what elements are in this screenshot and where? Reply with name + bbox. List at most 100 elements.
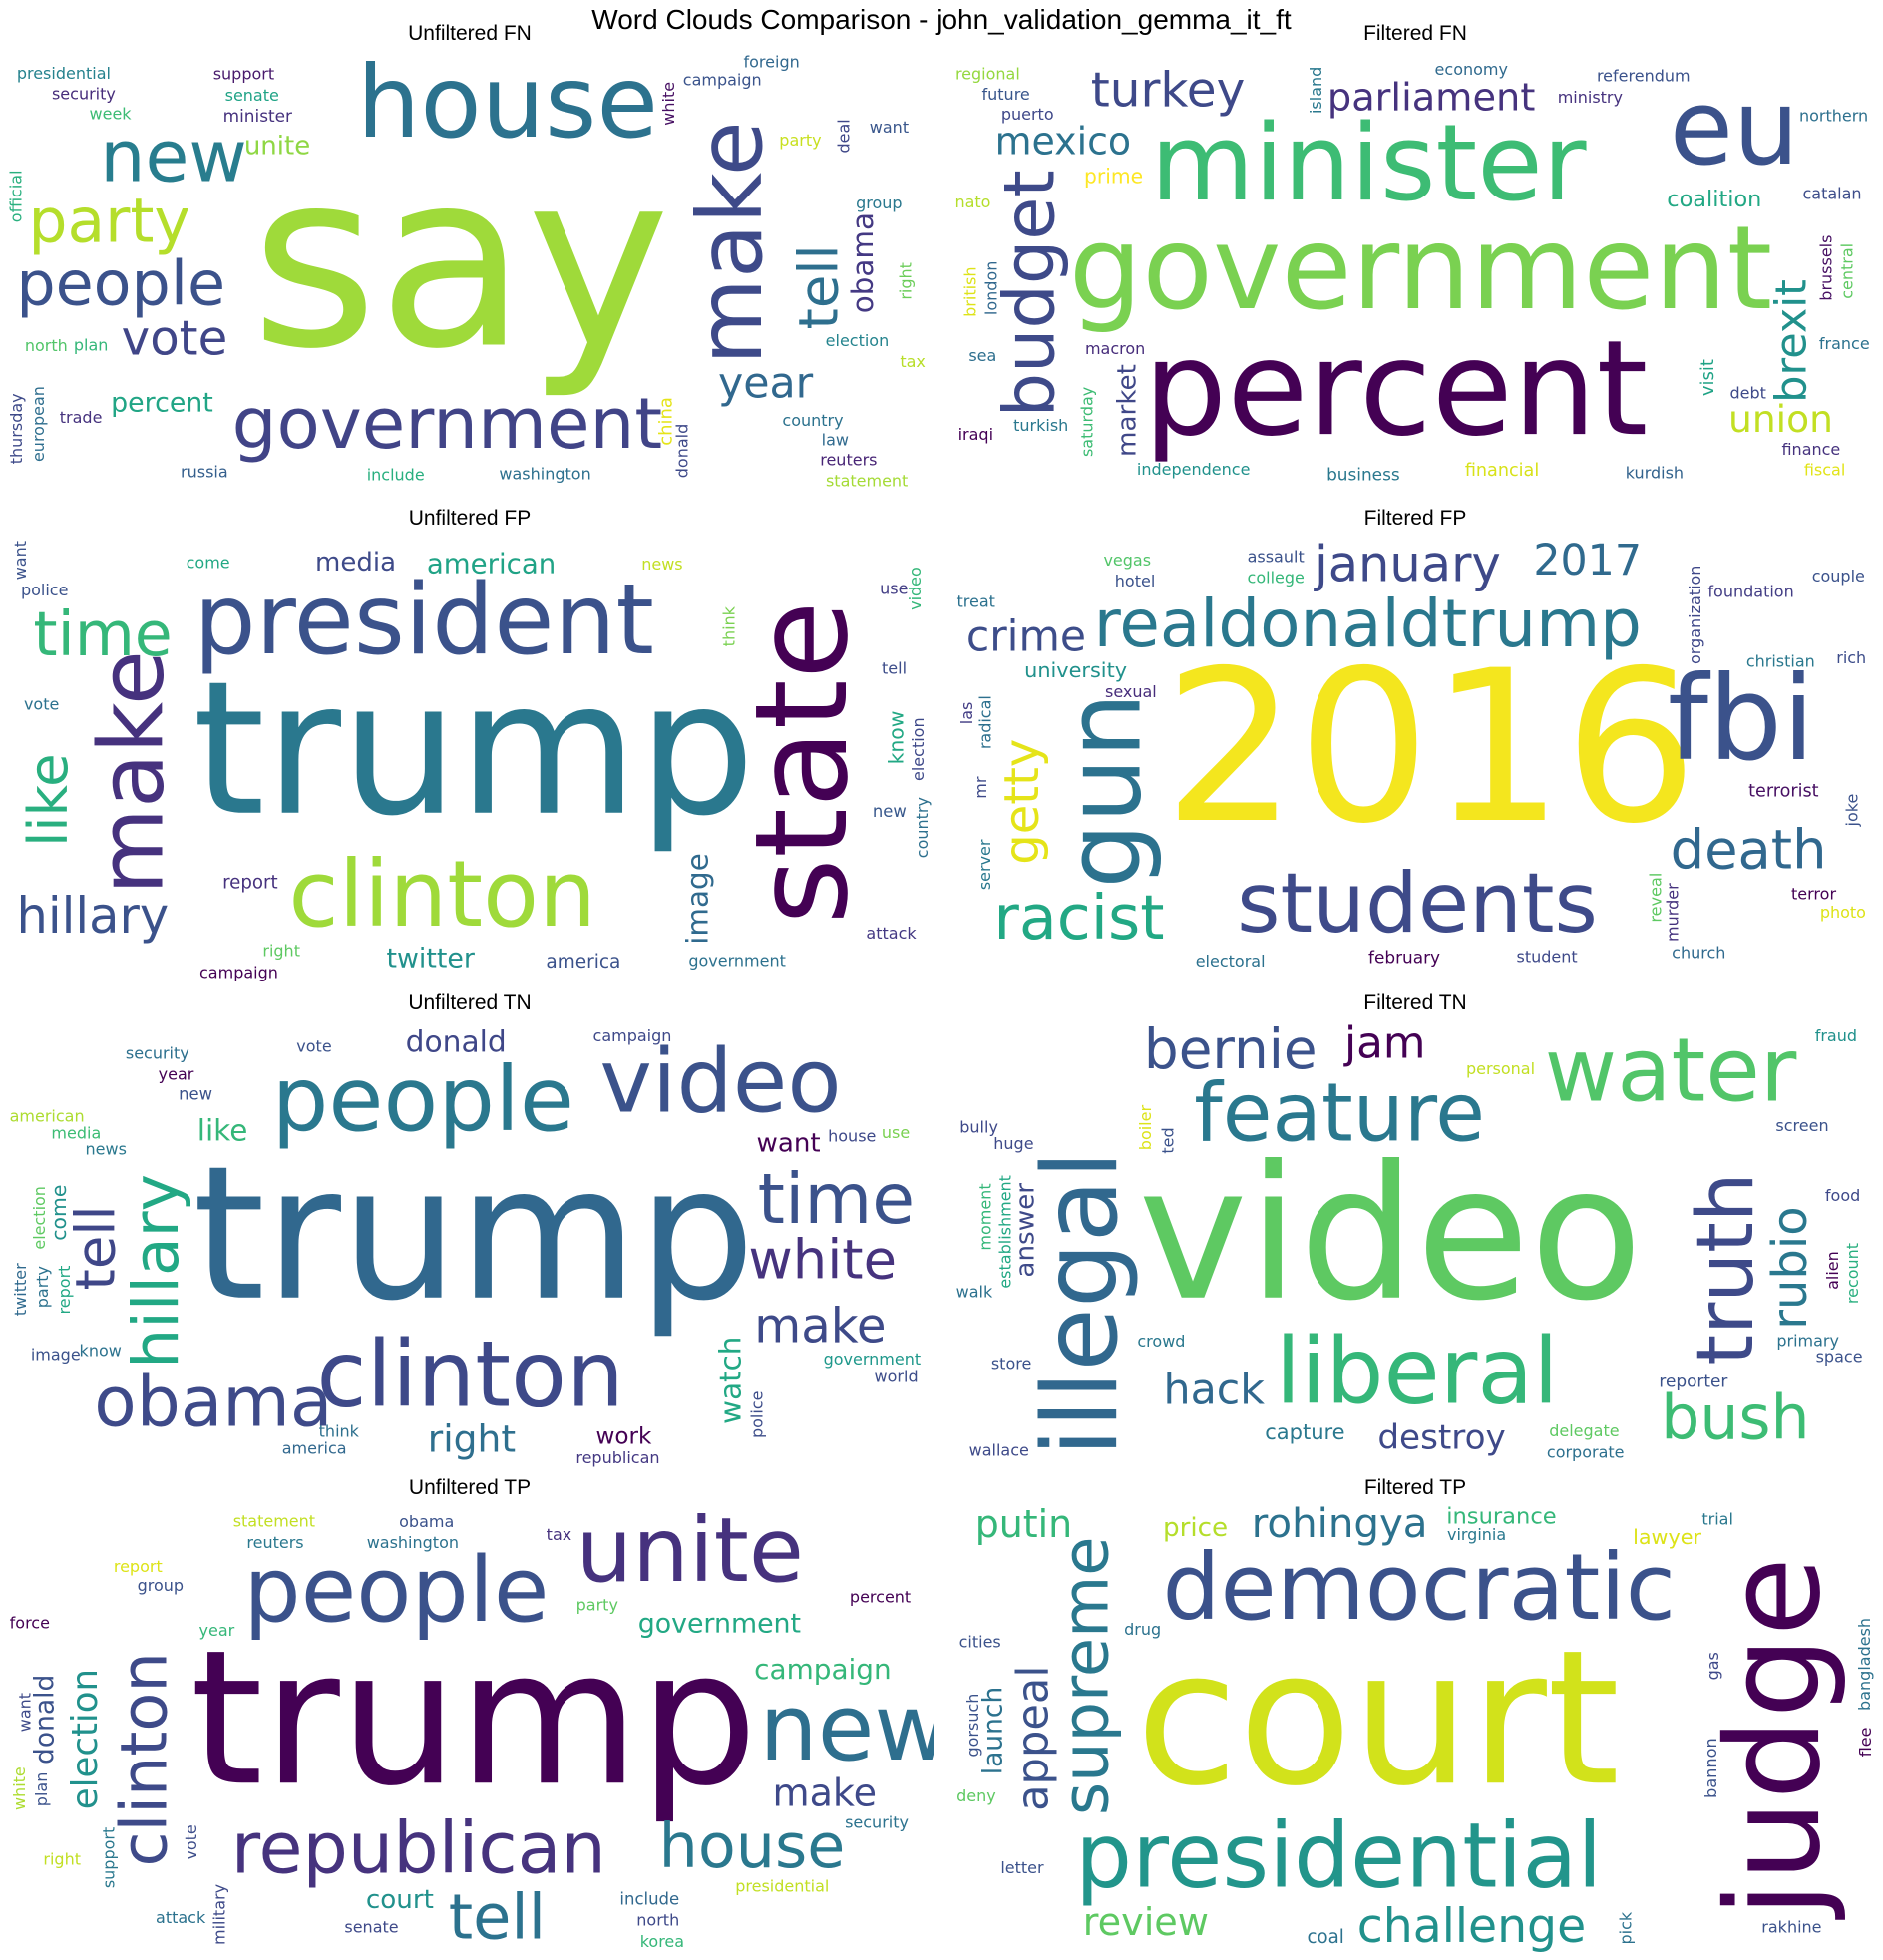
cloud-word: realdonaldtrump: [1094, 586, 1642, 662]
cloud-word: european: [29, 386, 48, 462]
cloud-word: obama: [399, 1512, 454, 1531]
cloud-word: image: [31, 1345, 81, 1364]
cloud-word: mr: [971, 776, 990, 799]
cloud-word: terror: [1791, 884, 1836, 903]
cloud-word: minister: [223, 106, 292, 126]
cloud-word: year: [159, 1064, 194, 1083]
cloud-word: donald: [30, 1675, 61, 1764]
cloud-word: attack: [866, 924, 917, 943]
cloud-word: news: [641, 555, 682, 574]
cloud-word: primary: [1776, 1331, 1839, 1350]
cloud-word: election: [826, 331, 890, 350]
cloud-word: vote: [182, 1824, 200, 1859]
cloud-word: reveal: [1647, 873, 1666, 923]
cloud-word: france: [1819, 334, 1870, 353]
cloud-word: terrorist: [1748, 781, 1819, 801]
cloud-word: government: [688, 952, 786, 971]
cloud-word: kurdish: [1626, 464, 1684, 483]
cloud-word: insurance: [1446, 1504, 1556, 1529]
word-cloud-unfiltered-tp: trump republican people unite clinton new hous…: [6, 1504, 934, 1955]
cloud-word: country: [913, 797, 932, 858]
cloud-word: year: [718, 359, 814, 409]
cloud-word: time: [33, 598, 172, 670]
cloud-word: obama: [846, 212, 880, 313]
cloud-word: year: [199, 1621, 235, 1640]
cloud-word: gas: [1703, 1652, 1722, 1680]
cloud-word: like: [16, 753, 80, 846]
panel-title-filtered-fn: Filtered FN: [1363, 22, 1467, 45]
cloud-word: crime: [966, 613, 1086, 662]
cloud-word: central: [1838, 243, 1857, 299]
cloud-word: campaign: [593, 1026, 672, 1045]
cloud-word: students: [1237, 855, 1598, 952]
cloud-word: hotel: [1115, 572, 1156, 590]
cloud-word: las: [957, 702, 976, 725]
cloud-word: hillary: [119, 1174, 192, 1369]
cloud-word: union: [1728, 397, 1833, 441]
cloud-word: tax: [900, 352, 926, 371]
cloud-word: tax: [547, 1525, 572, 1544]
cloud-word: water: [1545, 1021, 1797, 1122]
cloud-word: video: [599, 1029, 841, 1132]
cloud-word: nato: [954, 193, 990, 211]
cloud-word: state: [728, 600, 877, 925]
cloud-word: island: [1307, 67, 1325, 114]
cloud-word: rohingya: [1252, 1504, 1428, 1547]
panel-title-unfiltered-tn: Unfiltered TN: [408, 991, 532, 1014]
cloud-word: twitter: [387, 944, 476, 975]
cloud-word: february: [1368, 948, 1440, 968]
cloud-word: trump: [190, 1611, 758, 1827]
cloud-word: radical: [976, 695, 995, 749]
cloud-word: eu: [1670, 67, 1799, 189]
cloud-word: north: [636, 1911, 679, 1930]
cloud-word: donald: [406, 1024, 507, 1059]
cloud-word: use: [882, 1123, 910, 1142]
cloud-word: say: [251, 120, 670, 402]
cloud-word: support: [100, 1827, 119, 1888]
cloud-word: video: [906, 567, 925, 610]
cloud-word: party: [576, 1595, 618, 1614]
cloud-word: judge: [1699, 1557, 1849, 1921]
cloud-word: know: [885, 711, 909, 765]
cloud-word: reuters: [246, 1533, 303, 1552]
cloud-word: court: [1136, 1611, 1620, 1827]
cloud-word: crowd: [1137, 1332, 1185, 1351]
cloud-word: clinton: [288, 841, 596, 948]
cloud-word: american: [427, 548, 556, 581]
cloud-word: pick: [1617, 1911, 1636, 1944]
cloud-word: make: [772, 1771, 877, 1815]
word-cloud-filtered-fn: government percent minister budget eu parliam…: [951, 52, 1879, 499]
cloud-word: price: [1163, 1513, 1228, 1543]
cloud-word: korea: [640, 1932, 684, 1951]
cloud-word: huge: [993, 1134, 1033, 1153]
cloud-word: sexual: [1105, 682, 1157, 701]
cloud-word: macron: [1085, 339, 1145, 358]
cloud-word: fbi: [1668, 651, 1815, 787]
cloud-word: government: [232, 382, 663, 465]
cloud-word: jam: [1343, 1021, 1425, 1069]
cloud-word: government: [638, 1609, 801, 1640]
word-cloud-filtered-tn: video illegal liberal feature water truth bern…: [951, 1021, 1879, 1468]
cloud-word: virginia: [1447, 1525, 1506, 1544]
cloud-word: reuters: [820, 451, 877, 470]
cloud-word: fraud: [1815, 1026, 1857, 1045]
cloud-word: time: [758, 1159, 915, 1240]
cloud-word: corporate: [1547, 1442, 1625, 1461]
cloud-word: hack: [1164, 1366, 1266, 1415]
cloud-word: campaign: [199, 963, 278, 981]
cloud-word: trade: [60, 408, 103, 427]
cloud-word: bush: [1661, 1381, 1810, 1453]
cloud-word: news: [86, 1139, 127, 1158]
cloud-word: treat: [957, 592, 995, 611]
cloud-word: report: [55, 1266, 74, 1315]
cloud-word: right: [428, 1417, 516, 1461]
cloud-word: rakhine: [1761, 1917, 1821, 1936]
cloud-word: feature: [1194, 1067, 1485, 1161]
cloud-word: police: [748, 1391, 767, 1438]
cloud-word: recount: [1843, 1243, 1862, 1304]
cloud-word: saturday: [1078, 387, 1097, 457]
cloud-word: think: [719, 605, 738, 646]
cloud-word: minister: [1151, 102, 1587, 225]
